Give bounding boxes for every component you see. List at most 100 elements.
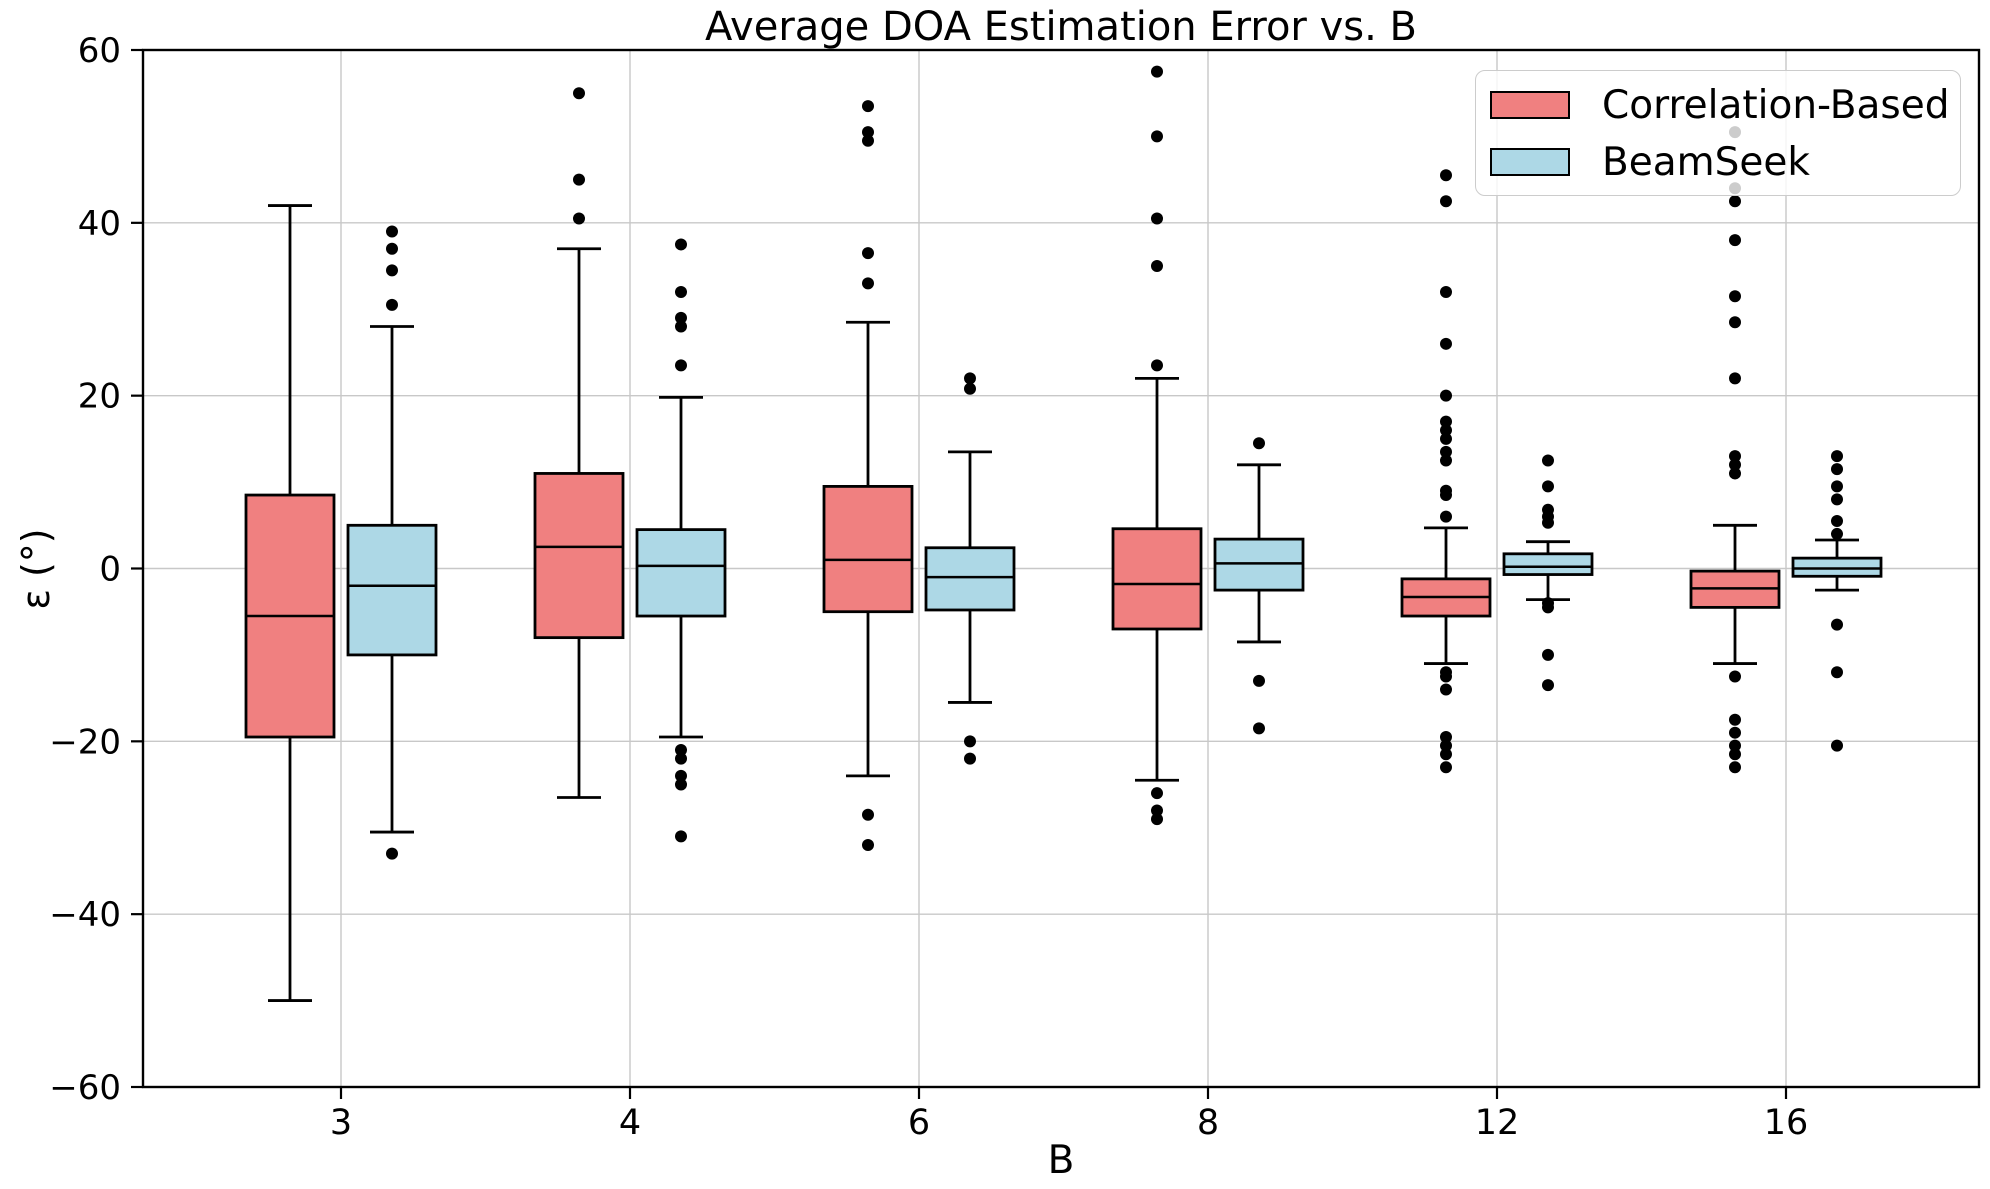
box-correlation-based	[822, 485, 914, 614]
outlier-point	[1440, 424, 1452, 437]
outlier-point	[1729, 195, 1741, 208]
outlier-point	[1151, 804, 1163, 817]
outlier-point	[1729, 726, 1741, 739]
outlier-point	[1151, 65, 1163, 78]
outlier-point	[1831, 463, 1843, 476]
outlier-point	[1542, 454, 1554, 467]
outlier-point	[1440, 683, 1452, 696]
outlier-point	[1542, 516, 1554, 529]
outlier-point	[964, 752, 976, 765]
outlier-point	[675, 320, 687, 333]
legend: Correlation-Based BeamSeek	[1475, 70, 1961, 196]
outlier-point	[1151, 787, 1163, 800]
outlier-point	[1440, 670, 1452, 683]
y-tick-label: −60	[49, 1068, 121, 1108]
outlier-point	[1151, 359, 1163, 372]
outlier-point	[675, 743, 687, 756]
outlier-point	[1729, 761, 1741, 774]
outlier-point	[1729, 467, 1741, 480]
outlier-point	[1542, 648, 1554, 661]
outlier-point	[573, 87, 585, 100]
outlier-point	[862, 277, 874, 290]
outlier-point	[1440, 195, 1452, 208]
outlier-point	[675, 778, 687, 791]
outlier-point	[386, 847, 398, 860]
outlier-point	[675, 769, 687, 782]
box-beamseek	[1213, 537, 1305, 592]
outlier-point	[862, 100, 874, 113]
outlier-point	[1729, 713, 1741, 726]
outlier-point	[1253, 674, 1265, 687]
outlier-point	[1729, 290, 1741, 303]
outlier-point	[386, 242, 398, 255]
legend-swatch-beamseek	[1490, 148, 1570, 176]
outlier-point	[573, 212, 585, 225]
outlier-point	[964, 372, 976, 385]
x-tick-label: 6	[908, 1103, 930, 1143]
y-tick-label: 40	[78, 204, 121, 244]
outlier-point	[1440, 285, 1452, 298]
outlier-point	[1729, 670, 1741, 683]
x-tick-label: 4	[619, 1103, 641, 1143]
outlier-point	[675, 311, 687, 324]
outlier-point	[1440, 748, 1452, 761]
y-tick-label: 60	[78, 31, 121, 71]
x-tick-label: 16	[1764, 1103, 1809, 1143]
outlier-point	[1831, 618, 1843, 631]
y-tick-label: −40	[49, 895, 121, 935]
box-beamseek	[924, 546, 1016, 612]
outlier-point	[1729, 458, 1741, 471]
outlier-point	[1729, 739, 1741, 752]
outlier-point	[1729, 316, 1741, 329]
box-beamseek	[346, 523, 438, 657]
outlier-point	[1440, 510, 1452, 523]
outlier-point	[386, 264, 398, 277]
box-correlation-based	[533, 472, 625, 640]
outlier-point	[1440, 432, 1452, 445]
outlier-point	[1831, 493, 1843, 506]
y-tick-label: 20	[78, 377, 121, 417]
outlier-point	[1440, 731, 1452, 744]
x-tick-label: 8	[1197, 1103, 1219, 1143]
outlier-point	[1729, 234, 1741, 247]
box-beamseek	[1502, 552, 1594, 576]
outlier-point	[386, 225, 398, 238]
outlier-point	[1831, 450, 1843, 463]
chart-title: Average DOA Estimation Error vs. B	[705, 4, 1417, 50]
outlier-point	[1151, 130, 1163, 143]
outlier-point	[862, 126, 874, 139]
outlier-point	[386, 298, 398, 311]
outlier-point	[862, 839, 874, 852]
outlier-point	[1253, 722, 1265, 735]
box-beamseek	[1791, 556, 1883, 578]
outlier-point	[1440, 445, 1452, 458]
legend-label-correlation-based: Correlation-Based	[1602, 83, 1950, 128]
outlier-point	[1729, 748, 1741, 761]
x-axis-label: B	[1047, 1138, 1075, 1183]
x-tick-label: 12	[1475, 1103, 1520, 1143]
box-correlation-based	[1111, 527, 1203, 631]
outlier-point	[1440, 739, 1452, 752]
y-tick-label: 0	[99, 550, 121, 590]
outlier-point	[1440, 415, 1452, 428]
outlier-point	[862, 134, 874, 147]
outlier-point	[964, 382, 976, 395]
outlier-point	[675, 752, 687, 765]
outlier-point	[1440, 389, 1452, 402]
outlier-point	[573, 173, 585, 186]
outlier-point	[675, 830, 687, 843]
outlier-point	[862, 247, 874, 260]
outlier-point	[1440, 489, 1452, 502]
outlier-point	[1542, 601, 1554, 614]
x-tick-label: 3	[330, 1103, 352, 1143]
outlier-point	[1440, 337, 1452, 350]
outlier-point	[675, 238, 687, 251]
outlier-point	[1440, 454, 1452, 467]
outlier-point	[1253, 437, 1265, 450]
outlier-point	[1542, 679, 1554, 692]
outlier-point	[1440, 761, 1452, 774]
outlier-point	[1831, 739, 1843, 752]
outlier-point	[1151, 212, 1163, 225]
